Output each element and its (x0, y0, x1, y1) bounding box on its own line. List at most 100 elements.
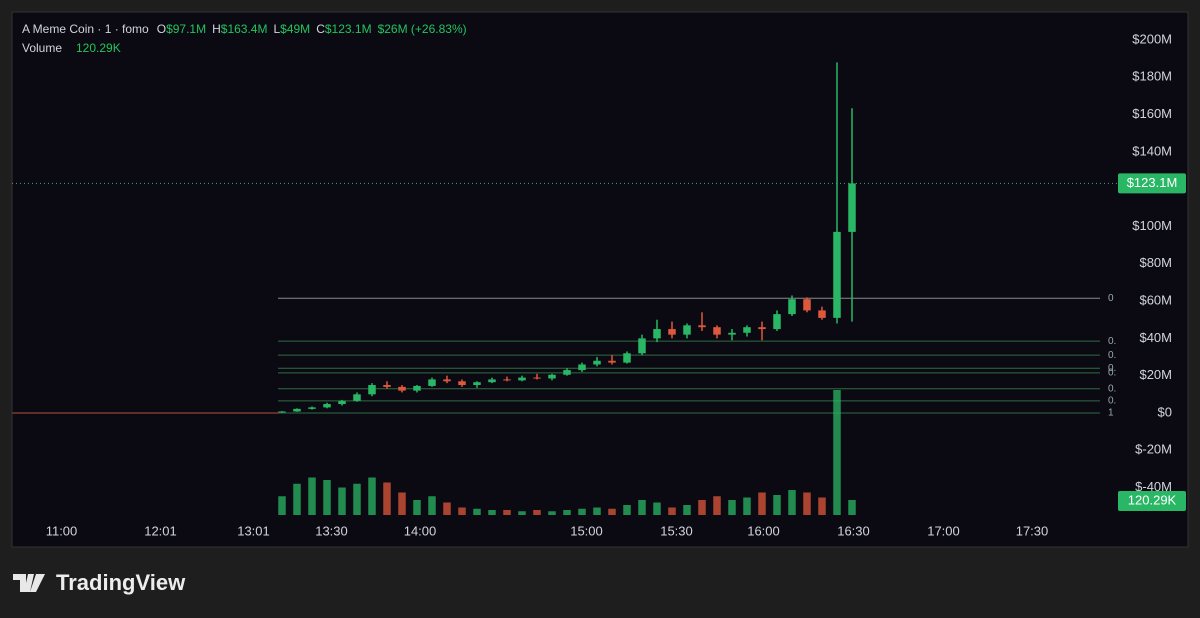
brand-name: TradingView (56, 570, 186, 595)
ohlc-key: O (157, 22, 166, 36)
fib-label: 0 (1108, 293, 1114, 304)
candle-body (503, 379, 511, 381)
brand-logo: TradingView (13, 570, 186, 595)
y-tick-label: $-20M (1135, 442, 1172, 457)
candle-body (773, 314, 781, 330)
volume-bar (563, 510, 571, 515)
volume-bar (743, 497, 751, 515)
volume-bar (803, 492, 811, 515)
volume-bar (683, 505, 691, 515)
y-tick-label: $200M (1132, 31, 1172, 46)
ohlc-value: $97.1M (166, 22, 206, 36)
fib-label: 0. (1108, 383, 1116, 394)
volume-tag-label: 120.29K (1128, 492, 1177, 507)
volume-bar (503, 510, 511, 515)
candle-body (788, 299, 796, 315)
x-tick-label: 15:00 (570, 523, 603, 538)
volume-bar (458, 507, 466, 515)
y-tick-label: $60M (1139, 293, 1172, 308)
volume-bar (473, 508, 481, 515)
candle-body (833, 231, 841, 318)
candle-body (638, 338, 646, 354)
candle-body (278, 411, 286, 413)
candle-body (578, 364, 586, 371)
fib-label: 1 (1108, 408, 1114, 419)
ohlc-key: H (212, 22, 221, 36)
candle-body (443, 379, 451, 382)
volume-bar (818, 497, 826, 515)
candle-body (293, 408, 301, 412)
y-tick-label: $0 (1158, 404, 1172, 419)
x-tick-label: 17:00 (927, 523, 960, 538)
x-tick-label: 16:00 (747, 523, 780, 538)
volume-bar (788, 490, 796, 515)
volume-bar (653, 502, 661, 515)
fib-label: 0. (1108, 350, 1116, 361)
volume-bar (428, 496, 436, 515)
volume-bar (833, 390, 841, 515)
volume-bar (443, 502, 451, 515)
volume-bar (488, 510, 496, 515)
candle-body (683, 325, 691, 335)
x-tick-label: 13:30 (315, 523, 348, 538)
y-tick-label: $180M (1132, 69, 1172, 84)
volume-bar (728, 500, 736, 515)
candle-body (458, 381, 466, 386)
volume-bar (608, 508, 616, 515)
volume-tag (1118, 491, 1186, 511)
volume-bar (338, 487, 346, 515)
legend-header: A Meme Coin · 1 · fomo O $97.1M H $163.4M L $4… (22, 22, 467, 36)
volume-bar (773, 495, 781, 515)
candle-body (563, 370, 571, 375)
fib-label: 0. (1108, 396, 1116, 407)
fib-label: 0. (1108, 368, 1116, 379)
volume-bar (623, 505, 631, 515)
volume-bar (308, 477, 316, 515)
volume-bar (278, 496, 286, 515)
candle-body (608, 360, 616, 363)
volume-bar (593, 507, 601, 515)
volume-bar (323, 480, 331, 515)
volume-bar (578, 508, 586, 515)
volume-bar (398, 492, 406, 515)
candle-body (743, 327, 751, 333)
ohlc-value: $163.4M (221, 22, 268, 36)
candle-body (398, 386, 406, 391)
x-tick-label: 13:01 (237, 523, 270, 538)
y-tick-label: $140M (1132, 143, 1172, 158)
candle-body (623, 353, 631, 363)
y-tick-label: $160M (1132, 106, 1172, 121)
candle-body (323, 404, 331, 408)
ohlc-value: $49M (280, 22, 310, 36)
y-tick-label: $80M (1139, 255, 1172, 270)
volume-bar (848, 499, 856, 515)
last-price-label: $123.1M (1127, 175, 1178, 190)
volume-bar (698, 500, 706, 515)
candle-body (533, 377, 541, 379)
volume-bar (383, 482, 391, 515)
y-tick-label: $-40M (1135, 479, 1172, 494)
candle-body (488, 379, 496, 383)
x-tick-label: 11:00 (46, 523, 78, 538)
candle-body (593, 360, 601, 365)
x-tick-label: 16:30 (837, 523, 870, 538)
price-change: $26M (+26.83%) (378, 22, 467, 36)
x-tick-label: 12:01 (144, 523, 177, 538)
candle-body (653, 329, 661, 339)
fib-label: 0. (1108, 336, 1116, 347)
volume-bar (548, 511, 556, 515)
candle-body (428, 379, 436, 386)
candle-body (758, 327, 766, 330)
candle-body (518, 377, 526, 381)
last-price-tag (1118, 173, 1186, 194)
candle-body (728, 332, 736, 335)
volume-bar (533, 510, 541, 515)
y-tick-label: $20M (1139, 367, 1172, 382)
candle-body (803, 299, 811, 311)
ohlc-key: C (316, 22, 325, 36)
candle-body (353, 394, 361, 401)
candle-body (368, 385, 376, 395)
candle-body (383, 385, 391, 387)
candle-body (413, 385, 421, 391)
